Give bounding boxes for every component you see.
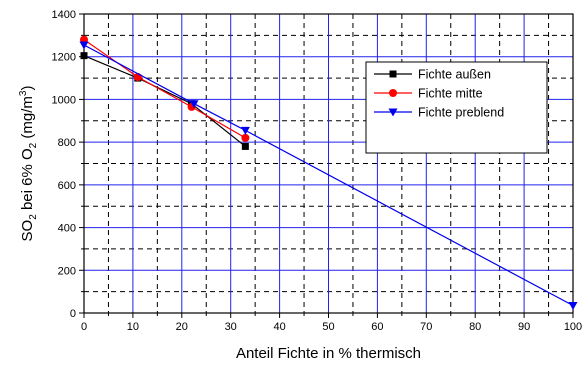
y-tick-label: 1400 <box>52 9 76 21</box>
data-point <box>189 100 199 109</box>
y-axis-title-part: 3 <box>18 90 29 96</box>
y-tick-label: 0 <box>70 308 76 320</box>
y-tick-label: 200 <box>58 265 76 277</box>
legend: Fichte außen Fichte mitte Fichte preblend <box>365 61 548 154</box>
legend-entry: Fichte mitte <box>374 87 483 101</box>
data-point <box>79 41 89 50</box>
data-point <box>241 142 249 150</box>
y-axis-title-part: (mg/m <box>19 96 36 143</box>
y-tick-label: 1000 <box>52 94 76 106</box>
y-tick-label: 400 <box>58 223 76 235</box>
legend-marker <box>388 108 398 117</box>
legend-entry: Fichte preblend <box>374 106 504 120</box>
legend-label: Fichte außen <box>418 68 491 82</box>
data-point <box>241 133 250 142</box>
y-axis-title: SO2 bei 6% O2 (mg/m3) <box>18 86 39 242</box>
legend-entry: Fichte außen <box>374 68 491 82</box>
legend-label: Fichte preblend <box>418 106 504 120</box>
y-tick-label: 1200 <box>52 52 76 64</box>
series-3 <box>79 41 578 311</box>
x-tick-label: 50 <box>322 321 334 333</box>
x-tick-label: 90 <box>518 321 530 333</box>
legend-label: Fichte mitte <box>418 87 483 101</box>
x-tick-label: 40 <box>273 321 285 333</box>
x-tick-label: 100 <box>564 321 582 333</box>
x-tick-labels: 0 10 20 30 40 50 60 70 80 90 100 <box>81 321 582 333</box>
x-tick-label: 10 <box>127 321 139 333</box>
series-line <box>83 55 246 147</box>
axis-ticks <box>79 13 574 318</box>
legend-marker <box>389 89 397 97</box>
x-tick-label: 20 <box>176 321 188 333</box>
y-tick-labels: 0 200 400 600 800 1000 1200 1400 <box>52 9 76 320</box>
series-2 <box>80 35 250 142</box>
y-axis-title-part: bei 6% O <box>19 148 36 214</box>
data-point <box>568 302 578 311</box>
x-tick-label: 80 <box>469 321 481 333</box>
x-tick-label: 60 <box>371 321 383 333</box>
series-1 <box>80 52 249 150</box>
y-axis-title-part: 2 <box>28 214 39 220</box>
series-line <box>83 44 574 307</box>
y-axis-title-part: 2 <box>28 142 39 148</box>
data-point <box>240 126 250 135</box>
x-axis-title: Anteil Fichte in % thermisch <box>236 345 421 362</box>
y-tick-label: 600 <box>58 180 76 192</box>
data-point <box>80 52 88 60</box>
series-line <box>83 39 246 139</box>
x-tick-label: 30 <box>225 321 237 333</box>
y-axis-title-part: ) <box>19 86 36 91</box>
x-tick-label: 0 <box>81 321 87 333</box>
y-tick-label: 800 <box>58 137 76 149</box>
legend-marker <box>389 70 397 78</box>
x-tick-label: 70 <box>420 321 432 333</box>
y-axis-title-part: SO <box>19 220 36 242</box>
series-layer <box>79 35 578 311</box>
